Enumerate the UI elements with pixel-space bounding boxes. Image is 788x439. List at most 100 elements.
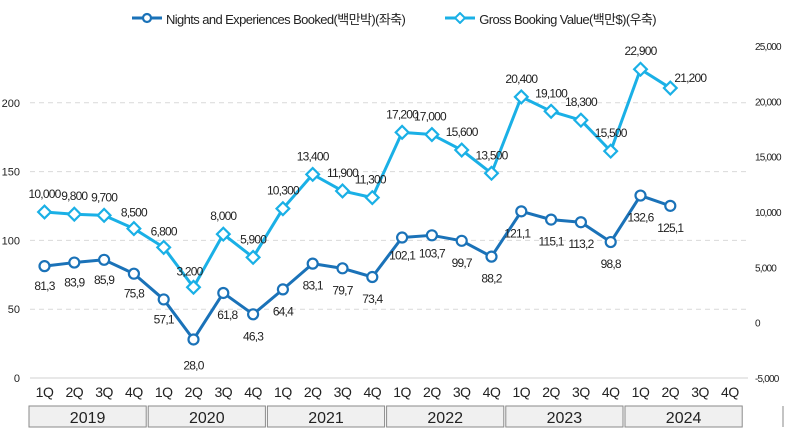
x-quarter-label: 1Q bbox=[632, 384, 650, 400]
x-quarter-label: 3Q bbox=[334, 384, 352, 400]
nights-point bbox=[604, 235, 617, 249]
gbv-data-label: 5,900 bbox=[240, 232, 267, 246]
x-quarter-label: 1Q bbox=[36, 384, 54, 400]
diamond-marker-icon bbox=[445, 12, 476, 24]
x-quarter-label: 1Q bbox=[512, 384, 530, 400]
nights-point bbox=[276, 283, 289, 296]
legend-item-nights[interactable]: Nights and Experiences Booked(백만박)(좌축) bbox=[131, 9, 406, 28]
nights-data-label: 98,8 bbox=[601, 257, 622, 271]
y-right-tick-label: 10,000 bbox=[755, 208, 782, 219]
gbv-data-label: 8,000 bbox=[210, 209, 237, 223]
gbv-data-label: 10,300 bbox=[267, 184, 300, 198]
legend-label-gbv: Gross Booking Value(백만$)(우축) bbox=[479, 11, 657, 27]
gbv-point bbox=[155, 239, 172, 256]
y-right-tick-label: 15,000 bbox=[755, 153, 782, 164]
year-box bbox=[386, 405, 505, 428]
x-quarter-label: 4Q bbox=[721, 384, 739, 400]
nights-point bbox=[634, 189, 647, 202]
year-box bbox=[624, 405, 743, 428]
nights-point bbox=[97, 253, 111, 266]
gbv-point bbox=[215, 226, 232, 243]
y-right-tick-label: 20,000 bbox=[755, 97, 782, 108]
nights-data-label: 103,7 bbox=[419, 246, 446, 260]
x-quarter-label: 2Q bbox=[542, 384, 560, 400]
nights-point bbox=[515, 205, 528, 218]
gbv-data-label: 13,500 bbox=[476, 148, 509, 162]
nights-point bbox=[38, 260, 51, 273]
gbv-data-label: 11,900 bbox=[327, 166, 359, 180]
nights-data-label: 61,8 bbox=[217, 308, 238, 322]
nights-data-label: 64,4 bbox=[273, 304, 294, 318]
nights-data-label: 121,1 bbox=[504, 226, 531, 240]
x-quarter-label: 4Q bbox=[602, 384, 620, 400]
gbv-point bbox=[662, 80, 679, 96]
y-left-tick-label: 150 bbox=[2, 167, 20, 179]
circle-marker-icon bbox=[131, 12, 162, 24]
gbv-point bbox=[543, 103, 560, 120]
nights-point bbox=[544, 213, 558, 226]
gbv-data-label: 22,900 bbox=[625, 44, 658, 58]
x-quarter-label: 3Q bbox=[95, 384, 113, 400]
x-quarter-label: 1Q bbox=[393, 384, 411, 400]
x-quarter-label: 4Q bbox=[244, 384, 262, 400]
gbv-point bbox=[66, 206, 83, 223]
year-box bbox=[505, 405, 624, 428]
nights-point bbox=[485, 250, 498, 263]
nights-point bbox=[366, 270, 379, 284]
gbv-point bbox=[364, 189, 381, 206]
y-left-tick-label: 200 bbox=[2, 98, 20, 110]
legend: Nights and Experiences Booked(백만박)(좌축) G… bbox=[0, 6, 788, 30]
gbv-data-label: 15,500 bbox=[595, 126, 628, 140]
nights-data-label: 115,1 bbox=[539, 235, 565, 249]
x-quarter-label: 4Q bbox=[483, 384, 501, 400]
nights-point bbox=[217, 286, 230, 300]
gbv-point bbox=[453, 142, 470, 158]
year-box bbox=[266, 405, 386, 428]
gbv-data-label: 13,400 bbox=[297, 149, 330, 163]
y-left-tick-label: 0 bbox=[14, 373, 20, 385]
gbv-data-label: 17,000 bbox=[414, 110, 447, 124]
nights-data-label: 75,8 bbox=[124, 287, 145, 301]
x-year-label: 2021 bbox=[308, 410, 344, 427]
gbv-data-label: 18,300 bbox=[565, 95, 598, 109]
legend-item-gbv[interactable]: Gross Booking Value(백만$)(우축) bbox=[445, 9, 657, 28]
gbv-line bbox=[44, 67, 672, 289]
nights-data-label: 132,6 bbox=[627, 211, 654, 225]
x-quarter-label: 1Q bbox=[155, 384, 173, 400]
gbv-data-label: 10,000 bbox=[29, 187, 62, 201]
gbv-point bbox=[513, 88, 530, 105]
gbv-data-label: 15,600 bbox=[446, 125, 479, 139]
nights-point bbox=[127, 267, 140, 280]
x-quarter-label: 4Q bbox=[363, 384, 381, 400]
gbv-point bbox=[304, 166, 321, 183]
x-quarter-label: 2Q bbox=[423, 384, 441, 400]
x-quarter-label: 2Q bbox=[185, 384, 203, 400]
gbv-point bbox=[632, 61, 649, 78]
nights-data-label: 46,3 bbox=[243, 329, 264, 343]
nights-point bbox=[306, 257, 319, 270]
gbv-data-label: 9,800 bbox=[61, 189, 88, 203]
gbv-point bbox=[423, 126, 440, 143]
x-year-label: 2024 bbox=[666, 410, 702, 427]
y-right-tick-label: 5,000 bbox=[755, 263, 777, 274]
x-quarter-label: 1Q bbox=[274, 384, 292, 400]
nights-data-label: 88,2 bbox=[481, 272, 502, 286]
nights-point bbox=[336, 262, 349, 275]
nights-point bbox=[187, 333, 200, 346]
gbv-data-label: 11,300 bbox=[355, 173, 387, 187]
gbv-data-label: 9,700 bbox=[91, 190, 118, 204]
nights-data-label: 102,1 bbox=[389, 249, 416, 263]
nights-data-label: 81,3 bbox=[34, 279, 55, 293]
nights-point bbox=[68, 256, 81, 269]
y-right-tick-label: -5,000 bbox=[755, 374, 780, 385]
gbv-data-label: 6,800 bbox=[151, 224, 178, 238]
x-quarter-label: 3Q bbox=[691, 384, 709, 400]
nights-data-label: 125,1 bbox=[657, 221, 684, 235]
y-left-tick-label: 50 bbox=[8, 304, 20, 316]
x-quarter-label: 3Q bbox=[453, 384, 471, 400]
gbv-point bbox=[334, 183, 351, 199]
year-box bbox=[147, 405, 266, 428]
gbv-data-label: 20,400 bbox=[505, 72, 538, 86]
x-year-label: 2022 bbox=[427, 410, 463, 427]
gbv-point bbox=[185, 279, 202, 296]
